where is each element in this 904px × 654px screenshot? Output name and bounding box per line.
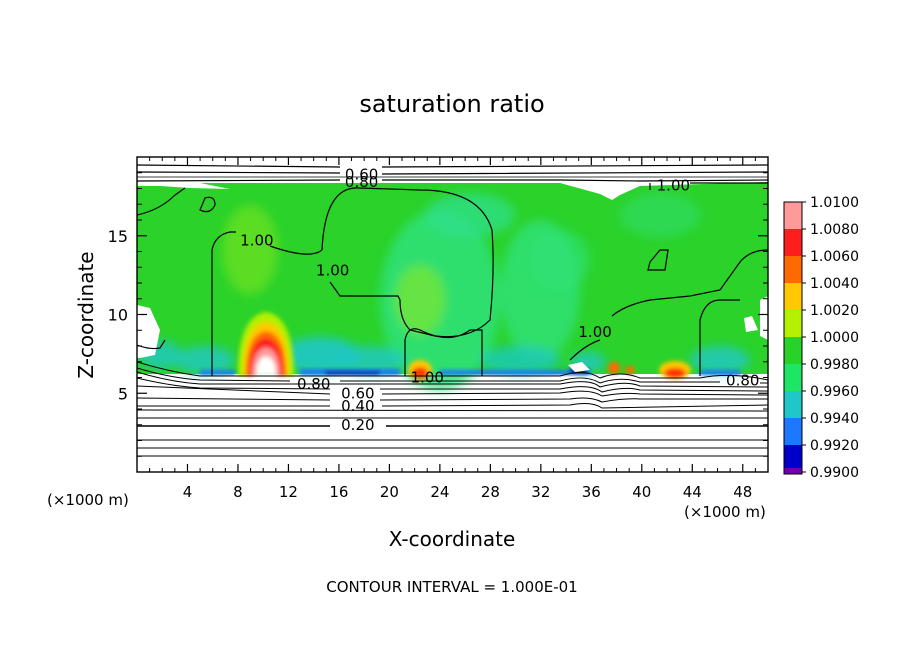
colorbar-label: 0.9920 xyxy=(810,438,859,454)
colorbar-swatch xyxy=(784,468,802,474)
x-tick-label: 32 xyxy=(531,483,550,501)
colorbar-swatch xyxy=(784,283,802,310)
colorbar-label: 0.9900 xyxy=(810,465,859,481)
contour-label: 1.00 xyxy=(411,369,444,387)
contour-label: 0.40 xyxy=(341,397,374,415)
x-tick-label: 28 xyxy=(481,483,500,501)
z-unit-label: (×1000 m) xyxy=(47,491,129,509)
colorbar-label: 0.9960 xyxy=(810,384,859,400)
x-tick-label: 12 xyxy=(279,483,298,501)
colorbar-swatch xyxy=(784,364,802,391)
colorbar-swatch xyxy=(784,310,802,337)
contour-label: 0.20 xyxy=(341,416,374,434)
colorbar-frame xyxy=(783,201,803,475)
colorbar-swatch xyxy=(784,445,802,472)
colorbar-label: 1.0100 xyxy=(810,195,859,211)
contour-label: 1.00 xyxy=(316,261,349,279)
x-tick-label: 48 xyxy=(733,483,752,501)
contour-label: 1.00 xyxy=(578,323,611,341)
contour-label: 0.80 xyxy=(345,173,378,191)
field-variations xyxy=(138,193,750,390)
contour-interval-note: CONTOUR INTERVAL = 1.000E-01 xyxy=(326,578,577,596)
colorbar-label: 1.0080 xyxy=(810,222,859,238)
contour-labels: 0.600.80 1.001.001.001.001.000.800.600.40… xyxy=(240,165,759,434)
x-tick-label: 40 xyxy=(632,483,651,501)
y-tick-label: 15 xyxy=(108,227,128,246)
colorbar-swatch xyxy=(784,202,802,229)
x-tick-label: 4 xyxy=(183,483,193,501)
updraft-plume xyxy=(238,312,294,376)
contour-label: 0.60 xyxy=(345,165,378,183)
lower-contours xyxy=(137,361,768,457)
contour-lines xyxy=(137,164,768,376)
colorbar-swatch xyxy=(784,418,802,445)
contour-label: 1.00 xyxy=(657,176,690,194)
plot-area: 0.600.80 1.001.001.001.001.000.800.600.40… xyxy=(137,157,768,472)
x-axis-label: X-coordinate xyxy=(389,527,516,551)
x-tick-label: 20 xyxy=(380,483,399,501)
contour-label: 0.60 xyxy=(341,384,374,402)
x-tick-label: 8 xyxy=(233,483,243,501)
colorbar-label: 1.0060 xyxy=(810,249,859,265)
x-tick-label: 36 xyxy=(582,483,601,501)
contour-label: 0.80 xyxy=(297,375,330,393)
colorbar-swatch xyxy=(784,229,802,256)
colorbar-label: 0.9980 xyxy=(810,357,859,373)
y-tick-label: 10 xyxy=(108,306,128,325)
colorbar-label: 1.0020 xyxy=(810,303,859,319)
x-tick-label: 16 xyxy=(329,483,348,501)
x-tick-label: 24 xyxy=(430,483,449,501)
colorbar-swatch xyxy=(784,391,802,418)
clear-patches xyxy=(137,183,768,372)
colorbar: 1.0100 1.0080 1.0060 1.0040 1.0020 1.0000 0.99… xyxy=(783,195,859,481)
x-axis-ticks: 4 8 12 16 20 24 28 32 36 40 44 48 xyxy=(149,157,756,501)
contour-label: 0.80 xyxy=(726,372,759,390)
colorbar-label: 1.0000 xyxy=(810,330,859,346)
x-tick-label: 44 xyxy=(683,483,702,501)
colorbar-label: 0.9940 xyxy=(810,411,859,427)
x-unit-label: (×1000 m) xyxy=(684,503,766,521)
y-tick-label: 5 xyxy=(118,384,128,403)
contour-label: 1.00 xyxy=(240,231,273,249)
chart-title: saturation ratio xyxy=(359,90,544,118)
y-axis-ticks: 5 10 15 xyxy=(108,172,768,457)
colorbar-swatch xyxy=(784,256,802,283)
y-axis-label: Z-coordinate xyxy=(74,251,98,378)
colorbar-label: 1.0040 xyxy=(810,276,859,292)
colorbar-swatch xyxy=(784,337,802,364)
